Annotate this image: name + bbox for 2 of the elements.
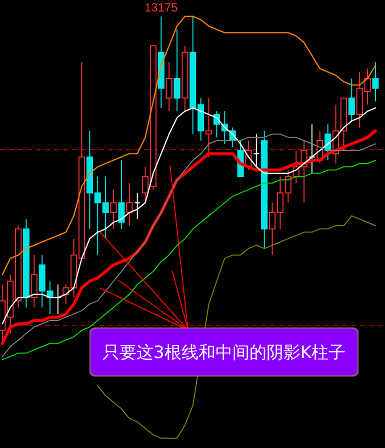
annotation: 13175 — [144, 0, 178, 14]
annotation: 只要这3根线和中间的阴影K柱子 — [102, 343, 346, 363]
